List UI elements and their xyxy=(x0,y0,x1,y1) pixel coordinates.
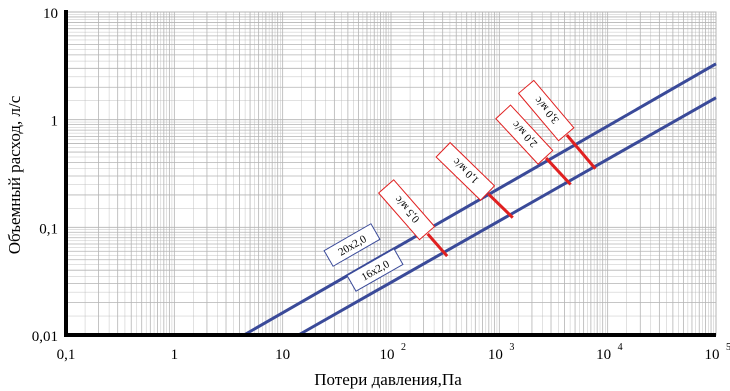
velocity-label-box xyxy=(377,179,436,241)
velocity-markers: 0,5 м/с1,0 м/с2,0 м/с3,0 м/с xyxy=(377,79,597,258)
x-tick-label: 10 xyxy=(275,347,290,363)
y-tick-label: 0,1 xyxy=(39,221,58,237)
x-tick-exponent: 3 xyxy=(509,342,514,353)
velocity-label-1: 0,5 м/с xyxy=(377,179,436,241)
x-tick-label: 0,1 xyxy=(57,347,76,363)
x-axis-title: Потери давления,Па xyxy=(314,370,462,389)
y-tick-label: 1 xyxy=(51,114,59,130)
x-tick-label: 10 xyxy=(705,347,720,363)
velocity-line-1 xyxy=(426,232,449,258)
velocity-line-4 xyxy=(565,134,597,170)
axes xyxy=(64,10,716,337)
grid xyxy=(65,11,717,336)
velocity-label-box xyxy=(495,104,554,165)
series-line-2 xyxy=(297,96,717,337)
velocity-label-box xyxy=(435,141,496,201)
x-tick-label: 10 xyxy=(596,347,611,363)
velocity-line-2 xyxy=(487,192,514,219)
y-tick-label: 0,01 xyxy=(32,329,58,345)
y-tick-label: 10 xyxy=(43,6,58,22)
x-tick-label: 10 xyxy=(488,347,503,363)
x-tick-exponent: 2 xyxy=(401,342,406,353)
x-tick-label: 1 xyxy=(171,347,179,363)
x-tick-exponent: 4 xyxy=(618,342,623,353)
x-tick-exponent: 5 xyxy=(726,342,730,353)
tick-labels: 0,1 1 10 10 2 10 3 10 4 10 5 0,01 0,1 1 10 xyxy=(32,6,730,363)
y-axis-title: Объемный расход, л/с xyxy=(5,95,24,254)
x-tick-label: 10 xyxy=(380,347,395,363)
series-label-box xyxy=(346,248,404,292)
velocity-line-3 xyxy=(544,157,572,186)
velocity-label-box xyxy=(517,79,575,142)
series-label-box xyxy=(323,223,381,267)
velocity-label-3: 2,0 м/с xyxy=(495,104,554,165)
